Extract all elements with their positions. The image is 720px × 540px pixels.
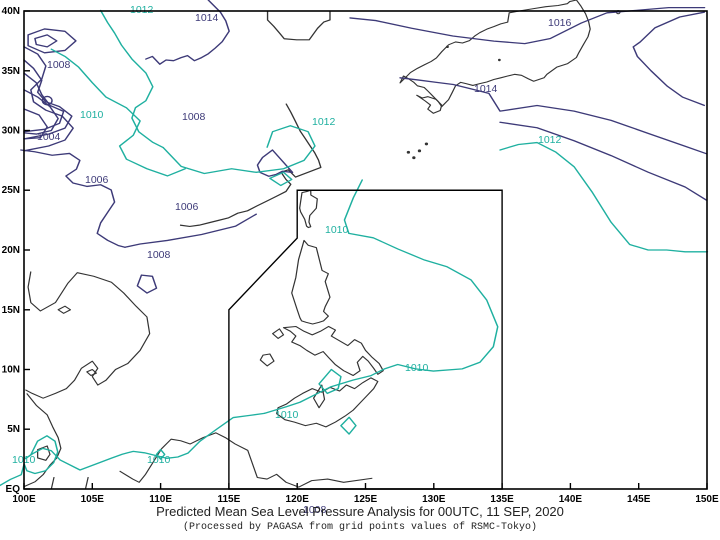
svg-text:10N: 10N — [2, 365, 20, 376]
svg-text:1006: 1006 — [85, 174, 109, 186]
svg-text:1010: 1010 — [325, 224, 349, 236]
svg-text:5N: 5N — [7, 424, 20, 435]
svg-text:1004: 1004 — [37, 131, 61, 143]
svg-text:1014: 1014 — [474, 83, 498, 95]
svg-text:1012: 1012 — [130, 4, 154, 16]
svg-text:1008: 1008 — [147, 249, 171, 261]
svg-text:1008: 1008 — [182, 111, 206, 123]
svg-text:1014: 1014 — [195, 12, 219, 24]
svg-text:1010: 1010 — [80, 109, 104, 121]
svg-text:20N: 20N — [2, 245, 20, 256]
svg-text:EQ: EQ — [6, 484, 21, 495]
svg-text:25N: 25N — [2, 185, 20, 196]
svg-text:15N: 15N — [2, 305, 20, 316]
svg-text:30N: 30N — [2, 126, 20, 137]
svg-text:1008: 1008 — [47, 59, 71, 71]
svg-text:40N: 40N — [2, 6, 20, 17]
svg-text:35N: 35N — [2, 66, 20, 77]
svg-text:1010: 1010 — [405, 362, 429, 374]
svg-text:1010: 1010 — [275, 409, 299, 421]
svg-text:1012: 1012 — [312, 116, 336, 128]
svg-text:1006: 1006 — [175, 201, 199, 213]
svg-text:1010: 1010 — [147, 454, 171, 466]
svg-text:1012: 1012 — [538, 134, 562, 146]
svg-text:1016: 1016 — [548, 17, 572, 29]
